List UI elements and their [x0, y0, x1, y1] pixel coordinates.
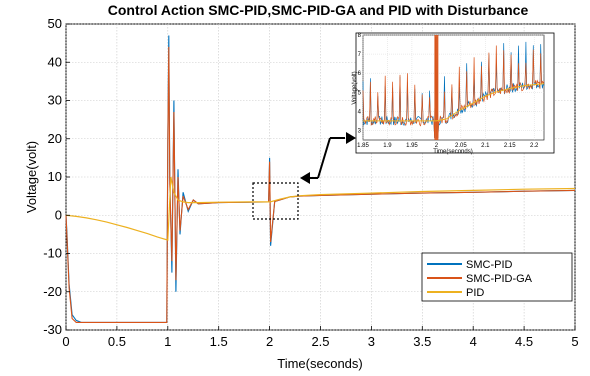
x-tick-label: 0.5 [108, 334, 126, 349]
zoom-box [252, 182, 299, 220]
inset-plot: 1.85 1.9 1.95 2 2.05 2.1 2.15 2.2 3 4 5 6 7 8 Time(se… [352, 32, 555, 155]
x-tick-label: 3 [368, 334, 375, 349]
inset-series [362, 35, 545, 140]
inset-disturbance-band [434, 35, 439, 140]
chart-title: Control Action SMC-PID,SMC-PID-GA and PI… [108, 2, 529, 18]
x-tick-label: 2.5 [311, 334, 329, 349]
inset-y-tick-label: 4 [358, 109, 362, 115]
x-tick-label: 1 [164, 334, 171, 349]
series-pid-line [65, 176, 576, 241]
series-layer [65, 35, 576, 323]
inset-series-smc-pid-ga-line [362, 36, 545, 139]
inset-series-pid-line [363, 83, 545, 122]
x-tick-label: 5 [571, 334, 578, 349]
legend: SMC-PID SMC-PID-GA PID [421, 252, 573, 302]
x-tick-label: 0 [62, 334, 69, 349]
y-axis-label: Voltage(volt) [24, 141, 39, 213]
y-tick-label: -10 [43, 246, 62, 261]
inset-y-tick-label: 7 [358, 52, 362, 58]
x-tick-label: 4.5 [515, 334, 533, 349]
y-tick-label: 10 [48, 169, 62, 184]
inset-y-tick-label: 8 [358, 33, 362, 39]
inset-y-tick-label: 5 [358, 90, 362, 96]
y-tick-label: 30 [48, 93, 62, 108]
inset-x-tick-label: 2.15 [504, 143, 516, 149]
inset-x-tick-label: 1.9 [383, 143, 392, 149]
y-tick-label: 40 [48, 54, 62, 69]
inset-x-tick-label: 2.1 [481, 143, 490, 149]
y-tick-label: 0 [55, 207, 62, 222]
y-tick-label: 50 [48, 16, 62, 31]
x-tick-label: 3.5 [413, 334, 431, 349]
inset-x-tick-label: 2 [435, 143, 439, 149]
inset-x-tick-label: 1.85 [357, 143, 369, 149]
inset-x-tick-label: 2.05 [455, 143, 467, 149]
inset-y-tick-label: 6 [358, 71, 362, 77]
zoom-arrow [300, 132, 356, 184]
y-tick-label: -20 [43, 284, 62, 299]
y-tick-label: 20 [48, 131, 62, 146]
x-tick-label: 2 [266, 334, 273, 349]
inset-x-tick-label: 2.2 [530, 143, 539, 149]
ticks: 0 0.5 1 1.5 2 2.5 3 3.5 4 4.5 5 -30 -20 -10 0 10 20 30 40 5… [43, 16, 578, 349]
inset-y-axis-label: Voltage(volt) [352, 71, 358, 104]
x-axis-label: Time(seconds) [277, 356, 362, 371]
inset-y-tick-label: 3 [358, 128, 362, 134]
y-tick-label: -30 [43, 322, 62, 337]
legend-label-pid: PID [466, 287, 484, 299]
x-tick-label: 4 [470, 334, 477, 349]
inset-x-tick-label: 1.95 [406, 143, 418, 149]
inset-ticks: 1.85 1.9 1.95 2 2.05 2.1 2.15 2.2 3 4 5 6 7 8 [357, 33, 539, 149]
legend-label-smc-pid-ga: SMC-PID-GA [466, 273, 533, 285]
legend-label-smc-pid: SMC-PID [466, 259, 513, 271]
inset-x-axis-label: Time(seconds) [433, 149, 472, 155]
x-tick-label: 1.5 [210, 334, 228, 349]
